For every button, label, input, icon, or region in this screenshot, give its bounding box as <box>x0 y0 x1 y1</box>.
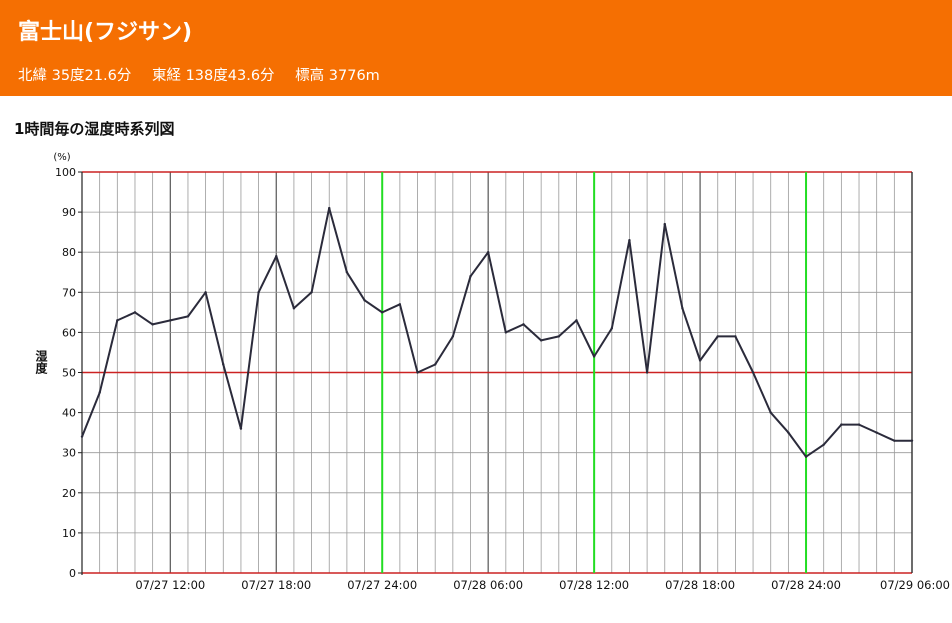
data-point <box>822 443 825 446</box>
data-point <box>363 299 366 302</box>
data-point <box>151 323 154 326</box>
data-point <box>681 307 684 310</box>
longitude-text: 東経 138度43.6分 <box>151 68 275 84</box>
humidity-series <box>80 206 914 458</box>
location-header: 富士山(フジサン) 北緯 35度21.6分 東経 138度43.6分 標高 37… <box>0 0 952 96</box>
x-tick-label: 07/28 18:00 <box>665 578 735 592</box>
data-point <box>698 359 702 362</box>
y-tick-label: 60 <box>62 326 76 339</box>
x-tick-label: 07/27 12:00 <box>135 578 205 592</box>
data-point <box>716 335 719 338</box>
x-tick-label: 07/28 06:00 <box>453 578 523 592</box>
y-tick-label: 50 <box>62 367 76 380</box>
data-point <box>416 371 419 374</box>
humidity-line <box>81 207 912 458</box>
data-point <box>787 431 790 434</box>
data-point <box>893 439 896 442</box>
x-tick-label: 07/28 24:00 <box>771 578 841 592</box>
x-tick-label: 07/27 18:00 <box>241 578 311 592</box>
data-point <box>469 275 472 278</box>
data-point <box>328 206 331 210</box>
data-point <box>557 335 561 338</box>
data-point <box>751 371 755 374</box>
chart-heading: 1時間毎の湿度時系列図 <box>14 120 175 138</box>
data-point <box>539 339 543 342</box>
data-point <box>381 311 384 314</box>
data-point <box>186 315 190 318</box>
y-axis-label: 湿度 <box>34 349 48 375</box>
y-tick-label: 10 <box>62 527 76 540</box>
latitude-text: 北緯 35度21.6分 <box>18 68 132 84</box>
y-tick-labels: 0 10 20 30 40 50 60 70 80 90 100 <box>55 166 76 580</box>
y-tick-label: 90 <box>62 206 76 219</box>
data-point <box>522 323 525 326</box>
elevation-text: 標高 3776m <box>295 68 380 84</box>
data-point <box>222 363 225 366</box>
y-tick-label: 20 <box>62 487 76 500</box>
data-point <box>239 427 243 430</box>
data-point <box>663 222 666 226</box>
x-tick-label: 07/27 24:00 <box>347 578 417 592</box>
data-point <box>257 291 260 294</box>
data-point <box>116 319 119 322</box>
data-point <box>133 311 137 314</box>
y-tick-label: 80 <box>62 246 76 259</box>
data-point <box>398 303 402 306</box>
data-point <box>433 363 437 366</box>
data-point <box>804 455 808 458</box>
data-point <box>504 331 508 334</box>
x-tick-labels: 07/27 12:00 07/27 18:00 07/27 24:00 07/28 0… <box>135 578 950 592</box>
data-point <box>575 319 578 322</box>
x-tick-label: 07/28 12:00 <box>559 578 629 592</box>
data-point <box>875 431 878 434</box>
data-point <box>80 435 84 438</box>
data-point <box>769 411 772 414</box>
data-point <box>910 439 914 442</box>
data-point <box>451 335 455 338</box>
data-point <box>486 251 490 254</box>
data-point <box>275 255 278 258</box>
location-coordinates: 北緯 35度21.6分 東経 138度43.6分 標高 3776m <box>18 64 396 85</box>
x-tick-label: 07/29 06:00 <box>880 578 950 592</box>
data-point <box>169 319 172 322</box>
y-tick-label: 30 <box>62 447 76 460</box>
data-point <box>645 371 649 374</box>
data-point <box>734 335 737 338</box>
y-tick-label: 40 <box>62 407 76 420</box>
data-point <box>98 391 101 394</box>
y-unit-label: (%) <box>53 152 70 163</box>
location-title: 富士山(フジサン) <box>18 20 193 45</box>
data-point <box>204 291 207 294</box>
data-point <box>345 271 349 274</box>
data-point <box>610 327 613 330</box>
data-point <box>592 355 596 358</box>
data-point <box>628 238 631 242</box>
reference-lines <box>82 171 912 574</box>
y-tick-label: 100 <box>55 166 76 179</box>
data-point <box>840 423 843 426</box>
y-tick-label: 70 <box>62 286 76 299</box>
data-point <box>310 291 313 294</box>
y-tick-label: 0 <box>69 567 76 580</box>
chart-axes <box>81 172 913 575</box>
data-point <box>857 423 861 426</box>
day-boundary-lines <box>381 172 808 573</box>
data-point <box>292 307 296 310</box>
